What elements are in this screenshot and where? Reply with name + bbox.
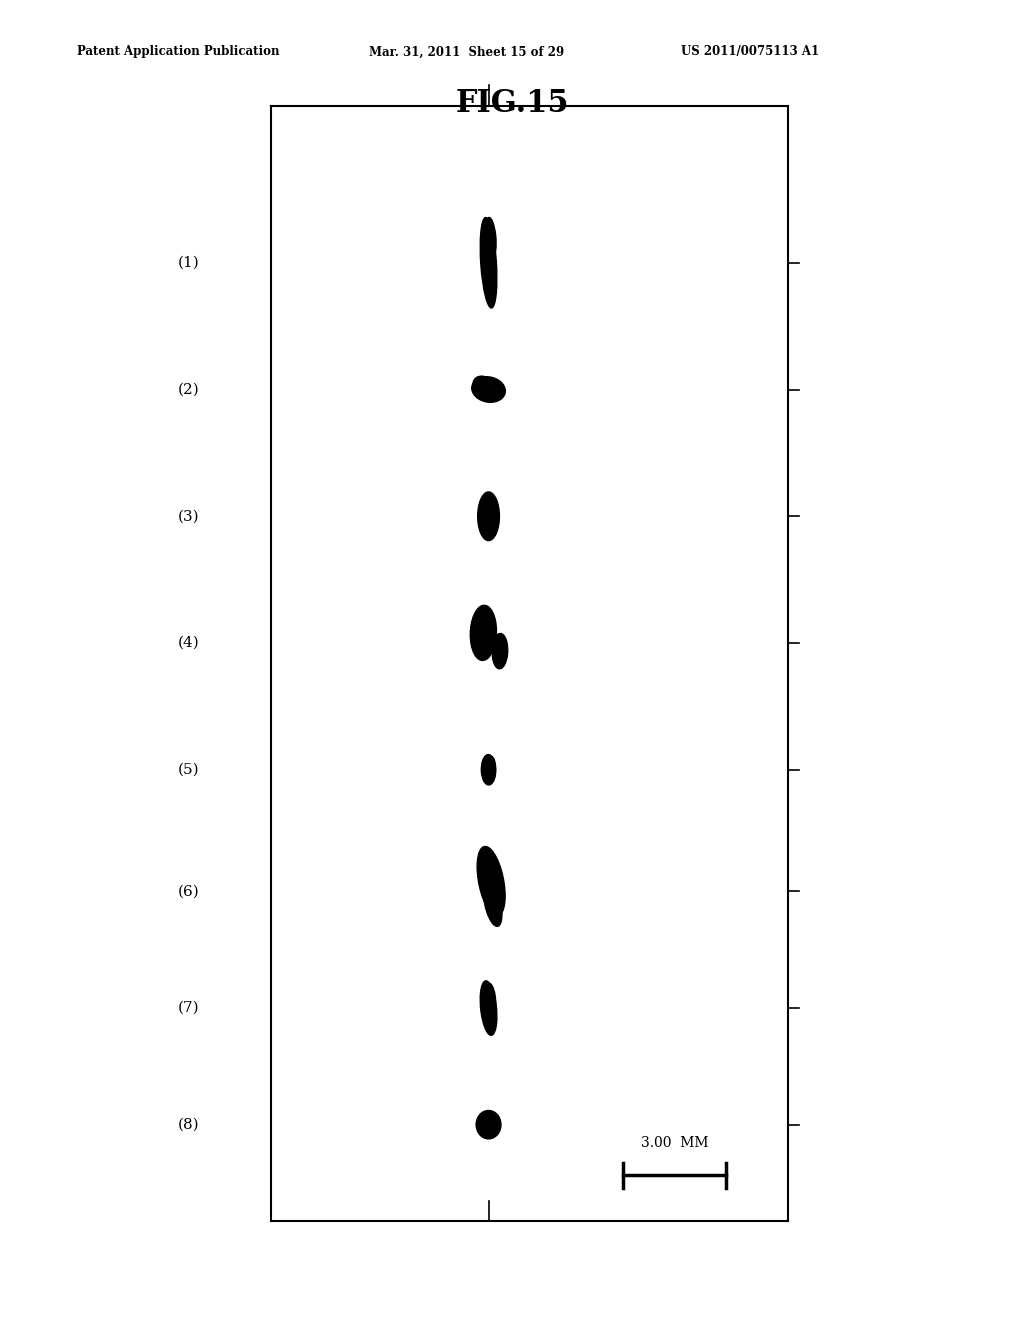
Ellipse shape	[473, 376, 494, 395]
Text: (5): (5)	[178, 763, 200, 776]
Ellipse shape	[477, 846, 505, 916]
Ellipse shape	[477, 492, 500, 541]
Ellipse shape	[480, 981, 497, 1035]
Ellipse shape	[470, 606, 497, 660]
Text: US 2011/0075113 A1: US 2011/0075113 A1	[681, 45, 819, 58]
Ellipse shape	[483, 880, 502, 927]
Text: Patent Application Publication: Patent Application Publication	[77, 45, 280, 58]
Text: FIG.15: FIG.15	[456, 88, 568, 119]
Text: (2): (2)	[178, 383, 200, 396]
Ellipse shape	[481, 755, 496, 785]
Ellipse shape	[485, 218, 496, 257]
Text: (6): (6)	[178, 884, 200, 899]
Ellipse shape	[480, 218, 497, 308]
Ellipse shape	[487, 756, 495, 772]
Text: 3.00  MM: 3.00 MM	[641, 1137, 709, 1150]
Text: (1): (1)	[178, 256, 200, 269]
Text: Mar. 31, 2011  Sheet 15 of 29: Mar. 31, 2011 Sheet 15 of 29	[369, 45, 564, 58]
Text: (3): (3)	[178, 510, 200, 523]
Text: (8): (8)	[178, 1118, 200, 1131]
Ellipse shape	[485, 983, 496, 1012]
Ellipse shape	[486, 1117, 499, 1133]
Ellipse shape	[472, 376, 505, 403]
Text: (4): (4)	[178, 636, 200, 649]
Ellipse shape	[493, 634, 508, 669]
Text: (7): (7)	[178, 1001, 200, 1015]
Ellipse shape	[476, 1110, 501, 1139]
